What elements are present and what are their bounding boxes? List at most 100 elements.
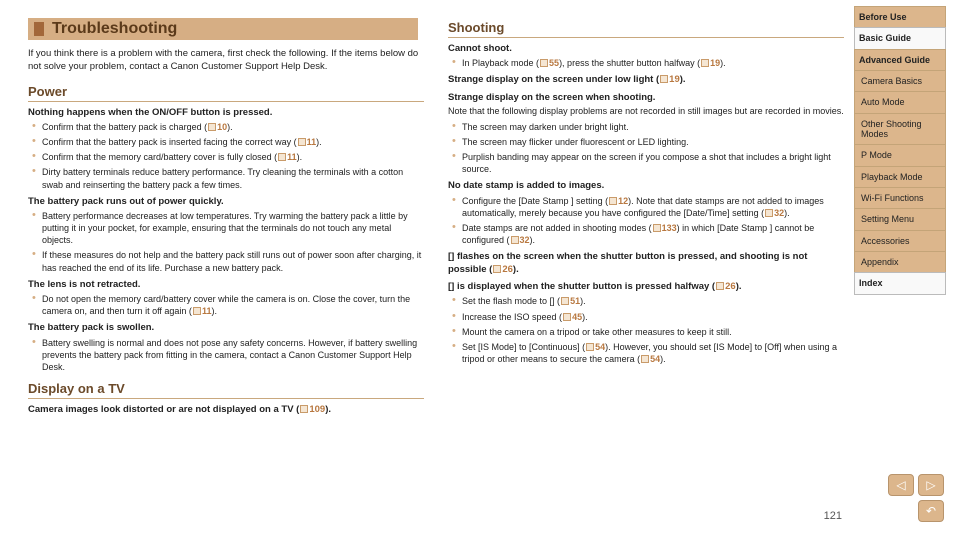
t: ). [297,152,303,162]
t: ). [680,74,686,85]
t: Configure the [Date Stamp ] setting ( [462,196,608,206]
list-item: Battery swelling is normal and does not … [32,337,424,373]
t: ). [582,312,588,322]
page-ref[interactable]: 19 [669,74,680,85]
t: ). [660,354,666,364]
list-item: In Playback mode ( 55), press the shutter… [452,57,844,69]
nav-index[interactable]: Index [854,272,946,294]
book-icon [511,236,519,244]
nav-advanced-guide[interactable]: Advanced Guide [854,49,946,71]
list-item: The screen may flicker under fluorescent… [452,136,844,148]
book-icon [563,313,571,321]
sidebar-nav: Before Use Basic Guide Advanced Guide Ca… [854,0,954,534]
page-ref[interactable]: 109 [309,404,325,415]
list-item: Purplish banding may appear on the scree… [452,151,844,175]
subhead: [] flashes on the screen when the shutte… [448,251,844,276]
nav-wifi[interactable]: Wi-Fi Functions [854,187,946,209]
nav-auto-mode[interactable]: Auto Mode [854,91,946,113]
page-ref[interactable]: 12 [618,196,628,206]
book-icon [300,405,308,413]
nav-appendix[interactable]: Appendix [854,251,946,273]
subhead: The lens is not retracted. [28,279,424,291]
bullet-list: In Playback mode ( 55), press the shutter… [448,57,844,69]
t: ), press the shutter button halfway ( [559,58,700,68]
t: Increase the ISO speed ( [462,312,562,322]
subhead: No date stamp is added to images. [448,180,844,192]
book-icon [278,153,286,161]
nav-camera-basics[interactable]: Camera Basics [854,70,946,92]
subhead: Strange display on the screen under low … [448,74,844,86]
nav-setting-menu[interactable]: Setting Menu [854,208,946,230]
list-item: Confirm that the battery pack is charged… [32,121,424,133]
note-text: Note that the following display problems… [448,106,844,118]
t: ). [736,281,742,292]
subhead: Strange display on the screen when shoot… [448,92,844,104]
t: ). [720,58,726,68]
book-icon [765,209,773,217]
nav-basic-guide[interactable]: Basic Guide [854,27,946,49]
page-ref[interactable]: 32 [520,235,530,245]
content-columns: Troubleshooting If you think there is a … [0,0,854,534]
right-column: Shooting Cannot shoot. In Playback mode … [448,18,844,524]
t: In Playback mode ( [462,58,539,68]
book-icon [641,355,649,363]
t: ). [211,306,217,316]
next-page-button[interactable]: ▷ [918,474,944,496]
page-ref[interactable]: 51 [570,296,580,306]
list-item: Increase the ISO speed ( 45). [452,311,844,323]
t: Do not open the memory card/battery cove… [42,294,410,316]
bullet-list: Set the flash mode to [] (51). Increase … [448,295,844,365]
page-ref[interactable]: 45 [572,312,582,322]
book-icon [193,307,201,315]
page-ref[interactable]: 54 [650,354,660,364]
page-ref[interactable]: 26 [725,281,736,292]
book-icon [493,265,501,273]
section-display-tv: Display on a TV [28,381,424,399]
page-ref[interactable]: 54 [595,342,605,352]
book-icon [660,75,668,83]
page-ref[interactable]: 32 [774,208,784,218]
t: ). [580,296,586,306]
subhead: [] is displayed when the shutter button … [448,281,844,293]
t: [] is displayed when the shutter button … [448,281,715,292]
t: ). [316,137,322,147]
page-ref[interactable]: 55 [549,58,559,68]
t: Set [IS Mode] to [Continuous] ( [462,342,585,352]
nav-other-shooting[interactable]: Other Shooting Modes [854,113,946,146]
title-bar: Troubleshooting [28,18,418,40]
book-icon [586,343,594,351]
bullet-list: Do not open the memory card/battery cove… [28,293,424,317]
list-item: If these measures do not help and the ba… [32,249,424,273]
book-icon [298,138,306,146]
page-ref[interactable]: 10 [217,122,227,132]
page-controls: ◁ ▷ ↶ [888,474,944,522]
prev-page-button[interactable]: ◁ [888,474,914,496]
list-item: Dirty battery terminals reduce battery p… [32,166,424,190]
list-item: Set [IS Mode] to [Continuous] (54). Howe… [452,341,844,365]
subhead: Cannot shoot. [448,43,844,55]
book-icon [716,282,724,290]
page-ref[interactable]: 26 [502,264,513,275]
page-ref[interactable]: 11 [307,137,317,147]
page-ref[interactable]: 133 [662,223,677,233]
subhead: Camera images look distorted or are not … [28,404,424,416]
t: Confirm that the memory card/battery cov… [42,152,277,162]
t: Confirm that the battery pack is inserte… [42,137,297,147]
nav-accessories[interactable]: Accessories [854,230,946,252]
book-icon [540,59,548,67]
title-marker-icon [34,22,44,36]
page-ref[interactable]: 19 [710,58,720,68]
nav-playback-mode[interactable]: Playback Mode [854,166,946,188]
t: ). [530,235,536,245]
return-button[interactable]: ↶ [918,500,944,522]
nav-before-use[interactable]: Before Use [854,6,946,28]
list-item: Set the flash mode to [] (51). [452,295,844,307]
list-item: Battery performance decreases at low tem… [32,210,424,246]
page-ref[interactable]: 11 [287,152,297,162]
bullet-list: Configure the [Date Stamp ] setting ( 12)… [448,195,844,247]
section-power: Power [28,84,424,102]
nav-p-mode[interactable]: P Mode [854,144,946,166]
t: Camera images look distorted or are not … [28,404,299,415]
list-item: The screen may darken under bright light… [452,121,844,133]
list-item: Date stamps are not added in shooting mo… [452,222,844,246]
